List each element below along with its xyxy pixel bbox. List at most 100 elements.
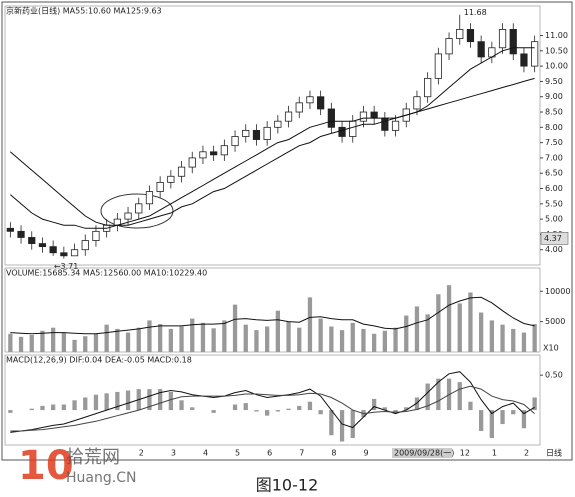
macd-bar xyxy=(436,378,441,411)
macd-bar xyxy=(521,410,527,429)
macd-bar xyxy=(425,383,430,411)
period-label: 日线 xyxy=(546,448,562,458)
x-tick-label: 12 xyxy=(460,449,470,458)
ma5-line xyxy=(10,296,535,335)
volume-bar xyxy=(125,332,131,352)
y-tick-label: 4.00 xyxy=(545,245,563,254)
candle-body xyxy=(135,203,143,214)
macd-bar xyxy=(61,404,66,411)
highlight-ellipse xyxy=(100,193,174,229)
candle-body xyxy=(28,237,36,244)
macd-bar xyxy=(168,391,173,411)
macd-bar xyxy=(500,410,505,425)
volume-bar xyxy=(318,318,323,352)
volume-bar xyxy=(211,328,216,352)
macd-bar xyxy=(286,408,291,411)
dif-line xyxy=(10,371,535,433)
volume-bar xyxy=(222,320,227,352)
candle-body xyxy=(252,129,261,140)
candle-body xyxy=(263,126,271,140)
volume-bar xyxy=(72,339,77,352)
candle-body xyxy=(145,191,154,205)
panel xyxy=(4,354,541,446)
candle-body xyxy=(520,53,528,67)
macd-bar xyxy=(158,389,163,411)
candle-body xyxy=(92,230,100,241)
candle-body xyxy=(391,120,400,131)
candle-body xyxy=(49,246,57,254)
watermark-logo: 10 xyxy=(18,443,74,489)
y-tick-label: 11.00 xyxy=(545,31,568,40)
panel-title: MACD(12,26,9) DIF:0.04 DEA:-0.05 MACD:0.… xyxy=(6,356,192,365)
candle-body xyxy=(349,120,357,137)
candle-body xyxy=(70,249,79,257)
panel xyxy=(4,267,541,353)
volume-bar xyxy=(51,327,56,352)
candle-body xyxy=(509,29,517,55)
candle-body xyxy=(284,111,293,122)
y-tick-label: 6.00 xyxy=(545,184,563,193)
candle-body xyxy=(177,166,186,177)
candle-body xyxy=(38,243,47,248)
macd-bar xyxy=(532,397,537,411)
candle-body xyxy=(274,120,282,128)
volume-bar xyxy=(232,304,238,352)
volume-bar xyxy=(136,327,141,352)
macd-bar xyxy=(468,401,473,411)
macd-bar xyxy=(104,393,109,411)
volume-bar xyxy=(479,312,484,352)
last-price-box xyxy=(540,232,569,245)
macd-bar xyxy=(83,397,88,411)
volume-bar xyxy=(200,322,206,352)
macd-bar xyxy=(179,400,184,411)
macd-bar xyxy=(339,410,345,442)
volume-bar xyxy=(190,318,195,352)
candle-body xyxy=(434,53,442,79)
y-tick-label: 10000 xyxy=(545,287,570,296)
panel-title: 京新药业(日线) MA55:10.60 MA125:9.63 xyxy=(6,6,162,16)
macd-bar xyxy=(115,391,120,411)
x-tick-label: 1 xyxy=(492,449,497,458)
volume-bar xyxy=(404,315,409,352)
volume-bar xyxy=(147,320,152,352)
x-tick-label: 9 xyxy=(363,449,368,458)
x-tick-label: 3 xyxy=(171,449,176,458)
watermark-name: 拾荒网 xyxy=(66,447,120,468)
macd-bar xyxy=(414,397,420,411)
macd-bar xyxy=(393,410,398,413)
x-tick-label: 5 xyxy=(235,449,240,458)
x-tick-label: 6 xyxy=(267,449,272,458)
candle-body xyxy=(531,41,539,67)
candle-body xyxy=(359,111,368,122)
candle-body xyxy=(220,145,228,156)
candle-body xyxy=(381,117,389,131)
high-label: 11.68 xyxy=(464,8,487,17)
last-price-label: 4.37 xyxy=(544,234,562,243)
frame xyxy=(1,1,573,461)
candle-body xyxy=(6,227,14,232)
x-tick-label: 7 xyxy=(299,449,304,458)
cursor-box xyxy=(392,448,452,458)
macd-bar xyxy=(211,410,216,413)
volume-bar xyxy=(61,332,66,352)
candle-body xyxy=(295,102,303,113)
y-tick-label: 9.00 xyxy=(545,92,563,101)
watermark-site: Huang.CN xyxy=(66,470,136,486)
volume-bar xyxy=(8,333,13,352)
unit-label: X10 xyxy=(543,344,559,353)
macd-bar xyxy=(265,410,270,416)
volume-bar xyxy=(361,328,366,352)
macd-bar xyxy=(125,390,131,411)
macd-bar xyxy=(329,410,334,436)
candle-body xyxy=(317,96,325,110)
volume-bar xyxy=(286,321,291,352)
candle-body xyxy=(210,151,218,156)
y-tick-label: 8.00 xyxy=(545,123,563,132)
volume-bar xyxy=(179,326,184,352)
volume-bar xyxy=(158,324,163,352)
y-tick-label: 5000 xyxy=(545,317,565,326)
y-tick-label: 8.50 xyxy=(545,108,563,117)
macd-bar xyxy=(51,404,56,411)
y-tick-label: 0.50 xyxy=(545,371,563,380)
